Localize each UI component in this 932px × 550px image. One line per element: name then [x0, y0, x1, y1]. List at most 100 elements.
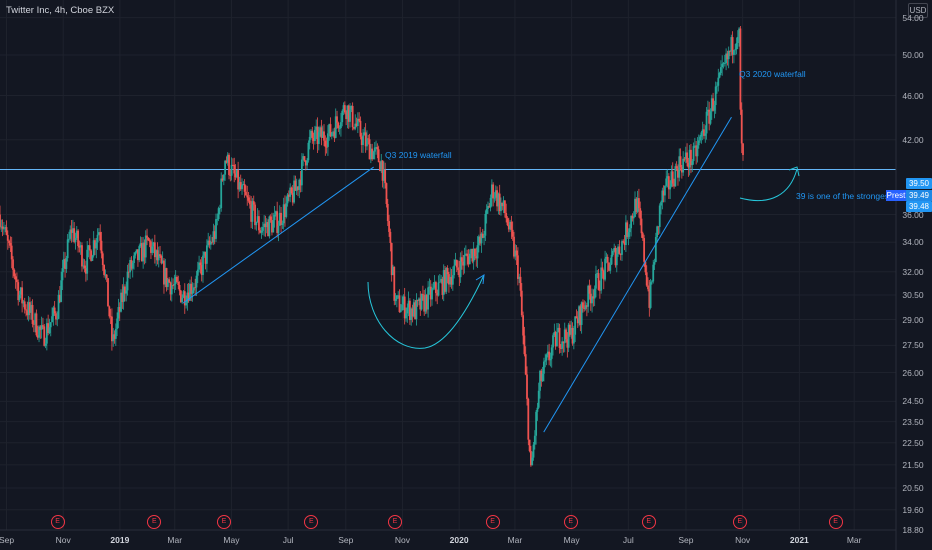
candle-body: [208, 240, 211, 245]
candle-body: [137, 249, 139, 261]
candle-body: [337, 122, 340, 128]
candle-body: [523, 335, 526, 355]
candle-body: [121, 292, 124, 302]
candle-body: [414, 302, 416, 320]
candles: [0, 26, 744, 467]
earnings-marker[interactable]: E: [147, 515, 162, 529]
candle-body: [23, 301, 26, 310]
trendline: [543, 116, 732, 433]
candle-body: [302, 156, 305, 160]
candle-body: [454, 259, 457, 266]
candle-body: [446, 267, 449, 275]
candle-body: [410, 308, 413, 321]
candle-body: [706, 109, 709, 112]
candle-body: [219, 207, 221, 209]
candle-body: [71, 228, 74, 233]
earnings-marker[interactable]: E: [828, 515, 843, 529]
candle-body: [298, 179, 301, 190]
candle-body: [459, 257, 462, 278]
candle-body: [584, 305, 587, 309]
candle-body: [736, 36, 739, 44]
candle-body: [112, 334, 115, 342]
candle-body: [609, 264, 612, 271]
candle-body: [537, 390, 540, 408]
candle-body: [604, 258, 606, 280]
candle-body: [419, 298, 422, 310]
candle-body: [62, 259, 65, 269]
candle-body: [522, 315, 525, 336]
candle-body: [111, 316, 113, 342]
candle-body: [233, 164, 236, 174]
annotation-strongest[interactable]: 39 is one of the strongest: [796, 191, 892, 201]
earnings-marker[interactable]: E: [485, 515, 500, 529]
candle-body: [324, 140, 327, 147]
candle-body: [567, 324, 570, 348]
candle-body: [624, 222, 627, 245]
candle-body: [485, 209, 488, 214]
candle-body: [477, 236, 480, 246]
candle-body: [425, 294, 428, 310]
earnings-marker[interactable]: E: [217, 515, 231, 529]
candle-body: [576, 318, 579, 324]
candle-body: [310, 130, 312, 137]
candle-body: [701, 129, 704, 133]
candle-body: [164, 268, 167, 285]
candle-body: [97, 232, 100, 235]
candle-body: [649, 282, 652, 308]
candle-body: [664, 185, 666, 196]
y-tick-label: 24.50: [902, 396, 924, 407]
annotation-q3-2020[interactable]: Q3 2020 waterfall: [739, 69, 806, 79]
candle-body: [113, 334, 116, 339]
candle-body: [422, 293, 424, 295]
x-tick-label: Nov: [735, 535, 751, 545]
candle-body: [300, 159, 303, 186]
bounce-curve: [739, 168, 798, 202]
earnings-marker[interactable]: E: [388, 515, 403, 529]
candle-body: [204, 251, 207, 264]
earnings-marker[interactable]: E: [563, 515, 578, 529]
earnings-marker[interactable]: E: [732, 515, 747, 529]
candle-body: [635, 198, 638, 212]
candle-body: [211, 241, 214, 243]
candle-body: [90, 250, 92, 261]
candle-body: [40, 325, 43, 330]
candle-body: [333, 131, 336, 138]
candle-body: [558, 327, 561, 348]
earnings-marker[interactable]: E: [641, 515, 656, 529]
candle-body: [686, 152, 688, 163]
candle-body: [554, 331, 557, 347]
candle-body: [418, 298, 420, 301]
candle-body: [35, 313, 38, 336]
y-tick-label: 46.00: [902, 90, 924, 101]
candle-body: [634, 198, 636, 217]
candle-body: [61, 268, 64, 281]
candle-body: [667, 176, 670, 190]
candle-body: [330, 132, 333, 137]
candle-body: [3, 228, 5, 230]
candle-body: [29, 302, 31, 313]
candle-body: [165, 268, 168, 287]
candle-body: [464, 253, 467, 255]
candle-body: [561, 341, 564, 349]
bounce-arrow-icon: [788, 166, 800, 177]
earnings-marker[interactable]: E: [304, 515, 319, 529]
candle-body: [51, 316, 53, 323]
candle-body: [173, 284, 176, 286]
candle-body: [53, 307, 56, 314]
candle-body: [424, 294, 427, 312]
candle-body: [540, 370, 543, 382]
candle-body: [506, 218, 509, 226]
annotation-q3-2019[interactable]: Q3 2019 waterfall: [385, 150, 452, 160]
candle-body: [513, 236, 515, 257]
candle-body: [710, 98, 713, 112]
candle-body: [196, 269, 199, 276]
candle-body: [662, 190, 665, 196]
currency-label[interactable]: USD: [908, 3, 928, 18]
candle-body: [228, 154, 230, 175]
earnings-marker[interactable]: E: [50, 515, 65, 529]
candle-body: [623, 242, 626, 245]
candle-body: [73, 228, 76, 243]
candle-body: [34, 313, 37, 325]
candle-body: [181, 297, 184, 303]
